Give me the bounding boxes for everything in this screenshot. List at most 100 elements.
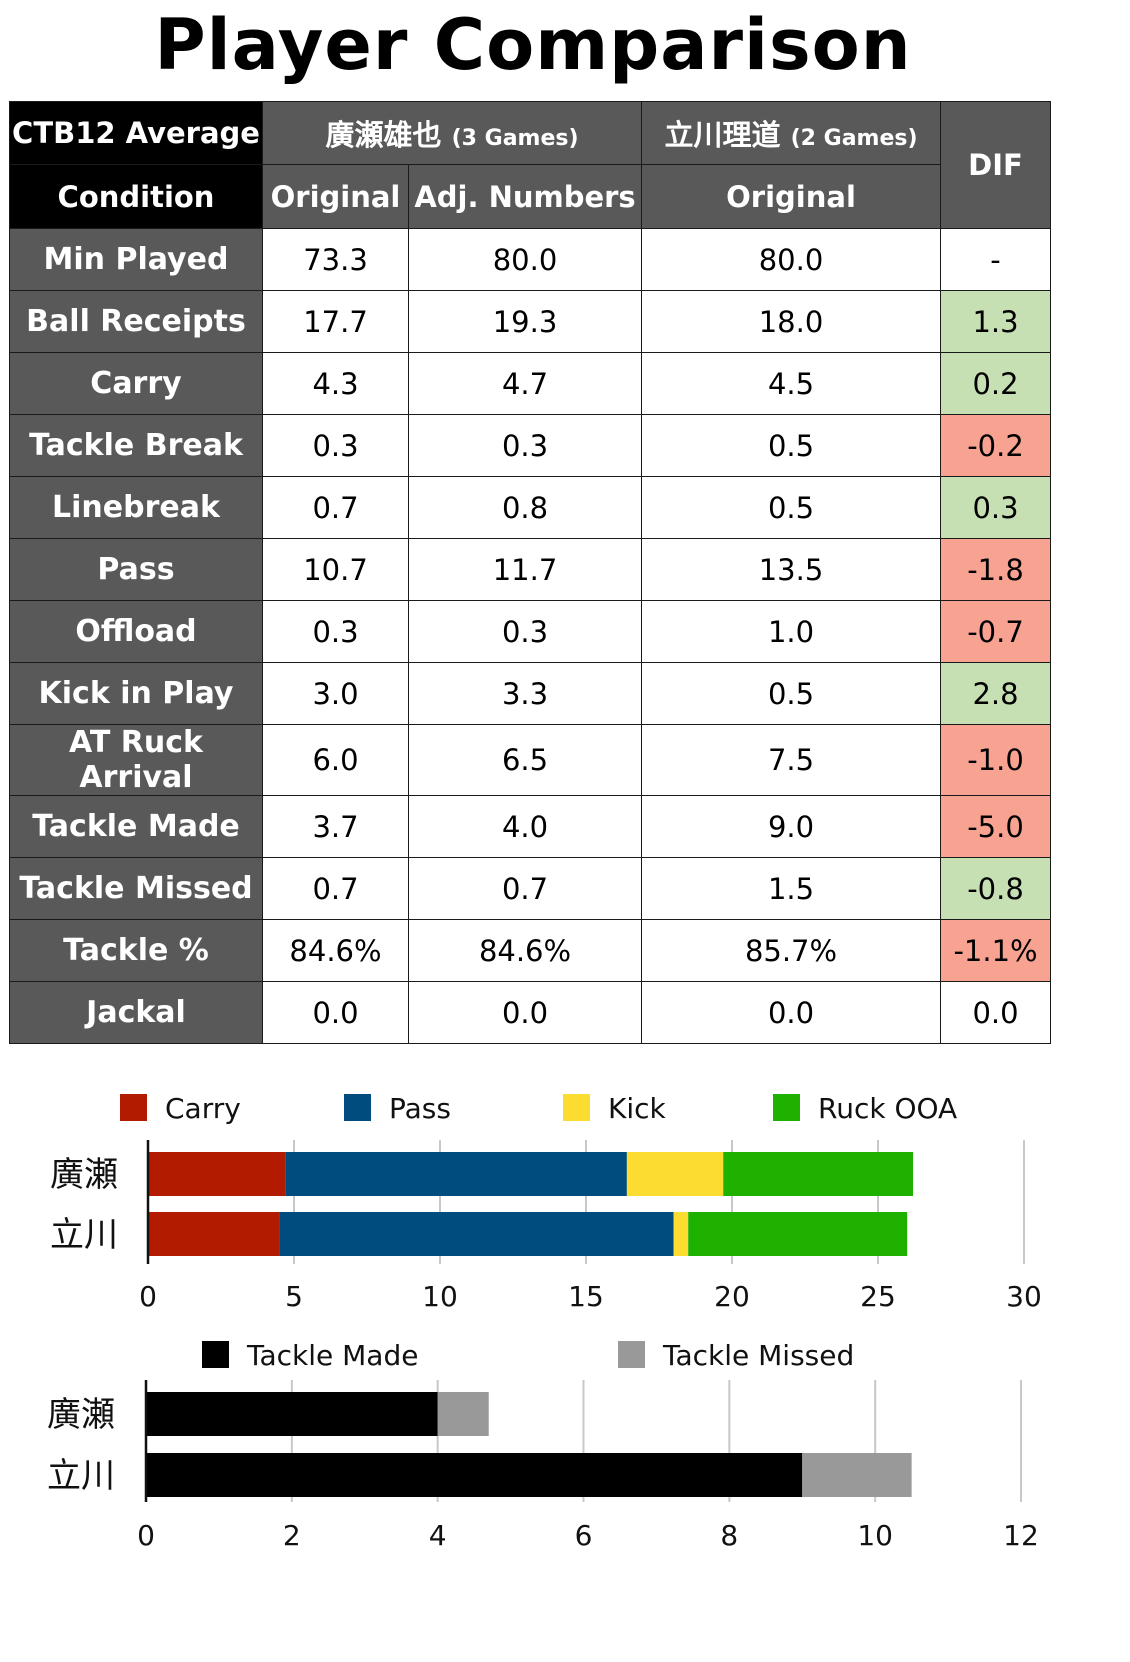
player1-header: 廣瀬雄也 (3 Games)	[261, 101, 643, 165]
player2-original-cell: 0.5	[641, 476, 942, 539]
player1-original-cell: 0.3	[262, 600, 409, 663]
header-row-1: CTB12 Average 廣瀬雄也 (3 Games) 立川理道 (2 Gam…	[9, 101, 1052, 229]
player2-header: 立川理道 (2 Games)	[641, 101, 942, 165]
dif-cell: 0.0	[940, 981, 1052, 1044]
x-tick-label: 10	[422, 1280, 458, 1313]
bar-segment	[285, 1152, 627, 1196]
x-tick-label: 20	[714, 1280, 750, 1313]
legend-label: Tackle Missed	[662, 1339, 854, 1372]
bar-segment	[802, 1453, 912, 1497]
row-label: AT Ruck Arrival	[9, 724, 263, 796]
player1-original-cell: 0.3	[262, 414, 409, 477]
page-title: Player Comparison	[154, 4, 912, 86]
x-tick-label: 0	[137, 1519, 155, 1552]
player2-name: 立川理道	[664, 118, 781, 152]
row-label: Tackle Break	[9, 414, 263, 477]
player1-original-cell: 84.6%	[262, 919, 409, 982]
legend-swatch	[773, 1094, 800, 1121]
table-row: Tackle Break 0.3 0.3 0.5 -0.2	[9, 414, 1052, 477]
player1-adjusted-cell: 0.7	[407, 857, 643, 920]
table-row: Ball Receipts 17.7 19.3 18.0 1.3	[9, 290, 1052, 353]
row-label: Ball Receipts	[9, 290, 263, 353]
table-row: Carry 4.3 4.7 4.5 0.2	[9, 352, 1052, 415]
x-tick-label: 6	[575, 1519, 593, 1552]
dif-cell: 1.3	[940, 290, 1052, 353]
dif-cell: 0.3	[940, 476, 1052, 539]
player2-original-cell: 85.7%	[641, 919, 942, 982]
player1-original-header: Original	[262, 164, 409, 229]
category-label: 立川	[47, 1456, 115, 1496]
player1-adjusted-cell: 4.7	[407, 352, 643, 415]
player2-original-cell: 9.0	[641, 795, 942, 858]
bar-segment	[279, 1212, 674, 1256]
bar-segment	[148, 1212, 280, 1256]
legend-swatch	[120, 1094, 147, 1121]
dif-cell: -0.2	[940, 414, 1052, 477]
row-label: Carry	[9, 352, 263, 415]
legend-label: Pass	[389, 1092, 451, 1125]
header-row-2: Condition Original Adj. Numbers Original	[9, 164, 1051, 229]
player2-original-cell: 0.5	[641, 662, 942, 725]
player1-adjusted-cell: 6.5	[407, 724, 643, 796]
player1-original-cell: 73.3	[262, 228, 409, 291]
player1-adjusted-cell: 4.0	[407, 795, 643, 858]
x-tick-label: 5	[285, 1280, 303, 1313]
player1-original-cell: 4.3	[262, 352, 409, 415]
player1-original-cell: 3.7	[262, 795, 409, 858]
x-tick-label: 30	[1006, 1280, 1042, 1313]
player2-original-cell: 0.0	[641, 981, 942, 1044]
bar-segment	[688, 1212, 908, 1256]
dif-cell: -0.7	[940, 600, 1052, 663]
bar-segment	[146, 1453, 803, 1497]
legend-swatch	[344, 1094, 371, 1121]
player2-original-cell: 80.0	[641, 228, 942, 291]
player2-original-cell: 13.5	[641, 538, 942, 601]
table-row: Tackle Missed 0.7 0.7 1.5 -0.8	[9, 857, 1052, 920]
dif-cell: -0.8	[940, 857, 1052, 920]
player1-original-cell: 0.7	[262, 476, 409, 539]
bar-segment	[673, 1212, 689, 1256]
legend-swatch	[202, 1341, 229, 1368]
row-label: Linebreak	[9, 476, 263, 539]
player1-adjusted-cell: 0.3	[407, 600, 643, 663]
dif-cell: 0.2	[940, 352, 1052, 415]
x-tick-label: 0	[139, 1280, 157, 1313]
player1-original-cell: 0.0	[262, 981, 409, 1044]
bar-segment	[626, 1152, 724, 1196]
bar-segment	[437, 1392, 489, 1436]
dif-cell: -1.0	[940, 724, 1052, 796]
dif-cell: -1.8	[940, 538, 1052, 601]
player2-original-cell: 18.0	[641, 290, 942, 353]
dif-cell: -5.0	[940, 795, 1052, 858]
player2-original-cell: 1.5	[641, 857, 942, 920]
player1-adjusted-cell: 84.6%	[407, 919, 643, 982]
x-tick-label: 2	[283, 1519, 301, 1552]
table-row: AT Ruck Arrival 6.0 6.5 7.5 -1.0	[9, 724, 1052, 796]
player1-games: (3 Games)	[451, 126, 579, 151]
bar-segment	[148, 1152, 286, 1196]
row-label: Kick in Play	[9, 662, 263, 725]
category-label: 立川	[50, 1215, 118, 1255]
player1-name: 廣瀬雄也	[325, 118, 442, 152]
table-row: Pass 10.7 11.7 13.5 -1.8	[9, 538, 1052, 601]
play-distribution-chart: Carry Pass Kick Ruck OOA 廣瀬 立川 0 5 10 15 20 25 30	[0, 1082, 1066, 1318]
player1-adjusted-cell: 3.3	[407, 662, 643, 725]
player1-adjusted-header: Adj. Numbers	[407, 164, 643, 229]
legend-swatch	[563, 1094, 590, 1121]
player2-original-cell: 4.5	[641, 352, 942, 415]
x-tick-label: 15	[568, 1280, 604, 1313]
row-label: Jackal	[9, 981, 263, 1044]
row-label: Min Played	[9, 228, 263, 291]
player1-adjusted-cell: 0.8	[407, 476, 643, 539]
dif-header: DIF	[940, 101, 1052, 229]
table-row: Jackal 0.0 0.0 0.0 0.0	[9, 981, 1052, 1044]
row-label: Tackle %	[9, 919, 263, 982]
player1-original-cell: 10.7	[262, 538, 409, 601]
legend-swatch	[618, 1341, 645, 1368]
row-label: Pass	[9, 538, 263, 601]
row-label: Offload	[9, 600, 263, 663]
table-row: Tackle % 84.6% 84.6% 85.7% -1.1%	[9, 919, 1052, 982]
dif-cell: 2.8	[940, 662, 1052, 725]
